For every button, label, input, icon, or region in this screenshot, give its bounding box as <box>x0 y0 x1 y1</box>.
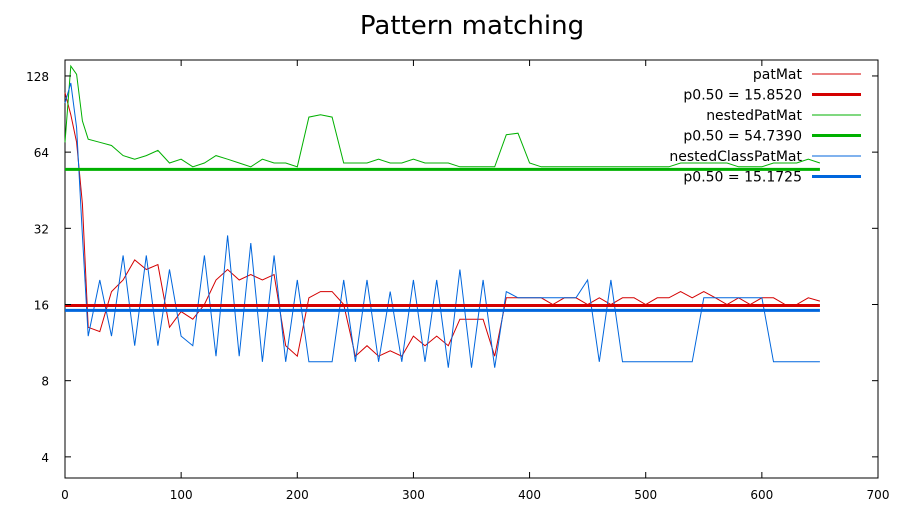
y-tick-label: 4 <box>41 451 49 465</box>
series-line-patMat <box>64 92 821 358</box>
y-tick-label: 8 <box>41 375 49 389</box>
y-tick-label: 32 <box>34 222 49 236</box>
legend-label: p0.50 = 15.8520 <box>683 88 802 104</box>
y-tick-label: 64 <box>34 146 49 160</box>
legend-label: p0.50 = 15.1725 <box>683 170 802 186</box>
y-tick-label: 128 <box>26 70 49 84</box>
axis-layer: 0 100 200 300 400 500 600 700 4 8 16 32 64 128 <box>26 60 889 502</box>
y-tick-label: 16 <box>34 298 49 312</box>
x-tick-label: 700 <box>867 488 890 502</box>
x-tick-label: 600 <box>750 488 773 502</box>
series-line-nestedPatMat <box>64 64 821 168</box>
legend-label: patMat <box>753 67 803 83</box>
x-tick-label: 0 <box>61 488 69 502</box>
legend-label: p0.50 = 54.7390 <box>683 129 802 145</box>
x-tick-label: 200 <box>286 488 309 502</box>
plot-frame <box>64 59 879 479</box>
x-tick-label: 400 <box>518 488 541 502</box>
series-layer <box>64 64 821 368</box>
x-tick-label: 500 <box>634 488 657 502</box>
series-line-nestedClassPatMat <box>64 82 820 368</box>
plot-area <box>64 59 879 479</box>
legend-label: nestedClassPatMat <box>669 149 802 165</box>
x-tick-label: 100 <box>170 488 193 502</box>
x-tick-label: 300 <box>402 488 425 502</box>
legend-label: nestedPatMat <box>706 108 802 124</box>
legend: patMat p0.50 = 15.8520 nestedPatMat p0.50 =… <box>669 67 861 186</box>
chart-title: Pattern matching <box>360 11 584 41</box>
